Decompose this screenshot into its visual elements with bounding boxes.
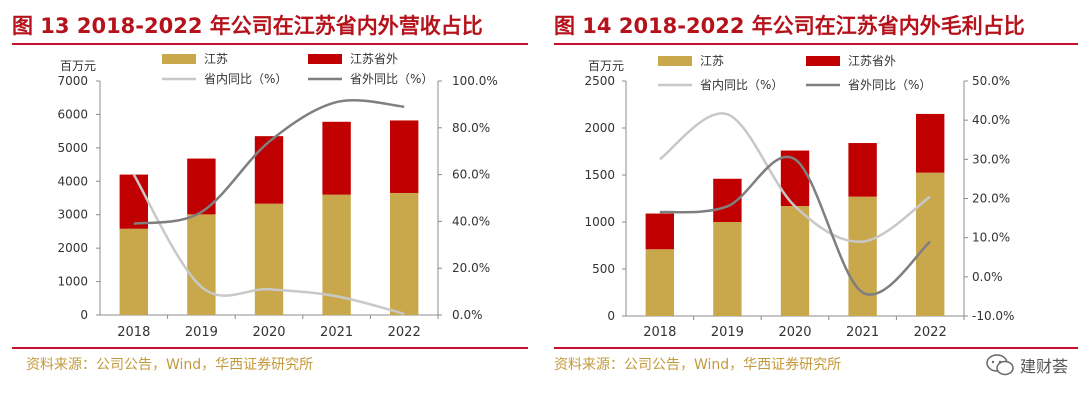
- figure-14-title: 图 14 2018-2022 年公司在江苏省内外毛利占比: [554, 14, 1025, 38]
- bar-outside-2020: [254, 136, 284, 204]
- y-unit-label: 百万元: [60, 59, 96, 73]
- right-tick-label: -10.0%: [972, 309, 1014, 323]
- left-tick-label: 1500: [584, 168, 615, 182]
- legend-swatch-jiangsu: [658, 56, 692, 66]
- figure-14-panel: 图 14 2018-2022 年公司在江苏省内外毛利占比 0 500 1000 150…: [548, 0, 1080, 405]
- bar-outside-2021: [322, 121, 351, 195]
- left-tick-label: 6000: [57, 107, 88, 121]
- left-tick-label: 2000: [584, 121, 615, 135]
- legend-label-jiangsu: 江苏: [700, 54, 724, 68]
- left-tick-label: 2500: [584, 74, 615, 88]
- legend-label-outside-ratio: 省外同比（%）: [350, 72, 433, 86]
- line-outside-ratio: [133, 98, 405, 225]
- legend-label-inside-ratio: 省内同比（%）: [204, 72, 287, 86]
- bar-outside-2021: [848, 143, 877, 197]
- figure-14-top-rule: [554, 43, 1078, 45]
- bar-jiangsu-2018: [645, 249, 674, 316]
- x-tick-label: 2018: [643, 325, 676, 340]
- left-tick-label: 0: [80, 308, 88, 322]
- right-tick-label: 10.0%: [972, 231, 1010, 245]
- line-inside-ratio: [132, 173, 405, 316]
- x-tick-label: 2020: [778, 325, 811, 340]
- legend-label-inside-ratio: 省内同比（%）: [700, 78, 783, 92]
- left-tick-label: 0: [607, 309, 615, 323]
- figure-13-panel: 图 13 2018-2022 年公司在江苏省内外营收占比 0 1000 2000 30…: [12, 14, 528, 373]
- left-tick-label: 5000: [57, 141, 88, 155]
- right-tick-label: 40.0%: [972, 113, 1010, 127]
- legend-swatch-outside: [308, 54, 342, 64]
- bar-jiangsu-2022: [390, 192, 419, 315]
- watermark-text: 建财荟: [1019, 357, 1068, 376]
- line-outside-ratio: [659, 155, 932, 296]
- legend-swatch-outside: [806, 56, 840, 66]
- right-tick-label: 80.0%: [452, 121, 490, 135]
- figure-13-chart: 0 1000 2000 3000 4000 5000 6000 7000 0.0% 20.0% 40…: [57, 52, 498, 340]
- right-tick-label: 40.0%: [452, 214, 490, 228]
- figure-13-bottom-rule: [12, 347, 528, 349]
- legend-label-jiangsu: 江苏: [204, 52, 228, 66]
- left-tick-label: 1000: [584, 215, 615, 229]
- bar-jiangsu-2019: [713, 222, 742, 316]
- figure-14-bottom-rule: [554, 347, 1078, 349]
- line-inside-ratio: [659, 112, 931, 243]
- legend-swatch-jiangsu: [162, 54, 196, 64]
- left-tick-label: 7000: [57, 74, 88, 88]
- right-tick-label: 50.0%: [972, 74, 1010, 88]
- figure-14-source: 资料来源：公司公告，Wind，华西证券研究所: [554, 357, 842, 373]
- right-tick-label: 0.0%: [972, 270, 1003, 284]
- bar-jiangsu-2019: [187, 214, 216, 315]
- right-tick-label: 20.0%: [452, 261, 490, 275]
- bar-outside-2018: [645, 213, 674, 250]
- legend-label-outside: 江苏省外: [848, 54, 896, 68]
- bar-jiangsu-2020: [254, 203, 284, 315]
- figure-13-title: 图 13 2018-2022 年公司在江苏省内外营收占比: [12, 14, 483, 38]
- wechat-logo-icon: [986, 354, 1014, 376]
- figure-14-chart: 0 500 1000 1500 2000 2500 -10.0% 0.0% 10.0% 20.0%…: [584, 54, 1014, 340]
- figure-13-source: 资料来源：公司公告，Wind，华西证券研究所: [26, 357, 314, 373]
- bar-jiangsu-2018: [119, 228, 148, 315]
- bar-jiangsu-2020: [780, 206, 810, 316]
- x-tick-label: 2022: [388, 325, 421, 340]
- left-tick-label: 2000: [57, 241, 88, 255]
- right-tick-label: 0.0%: [452, 308, 483, 322]
- left-tick-label: 4000: [57, 174, 88, 188]
- y-unit-label: 百万元: [588, 59, 624, 73]
- x-tick-label: 2020: [252, 325, 285, 340]
- x-tick-label: 2021: [320, 325, 353, 340]
- watermark: 建财荟: [986, 353, 1068, 377]
- bar-outside-2022: [390, 120, 419, 193]
- x-tick-label: 2021: [846, 325, 879, 340]
- legend-label-outside-ratio: 省外同比（%）: [848, 78, 931, 92]
- left-tick-label: 3000: [57, 208, 88, 222]
- x-tick-label: 2022: [914, 325, 947, 340]
- x-tick-label: 2019: [185, 325, 218, 340]
- right-tick-label: 100.0%: [452, 74, 498, 88]
- bar-jiangsu-2021: [848, 196, 877, 316]
- legend-label-outside: 江苏省外: [350, 52, 398, 66]
- left-tick-label: 500: [592, 262, 615, 276]
- right-tick-label: 30.0%: [972, 152, 1010, 166]
- figure-13-top-rule: [12, 43, 528, 45]
- right-tick-label: 20.0%: [972, 192, 1010, 206]
- left-tick-label: 1000: [57, 275, 88, 289]
- bar-outside-2018: [119, 174, 148, 229]
- right-tick-label: 60.0%: [452, 168, 490, 182]
- x-tick-label: 2019: [711, 325, 744, 340]
- bar-jiangsu-2022: [916, 172, 945, 316]
- bar-outside-2022: [916, 113, 945, 173]
- x-tick-label: 2018: [117, 325, 150, 340]
